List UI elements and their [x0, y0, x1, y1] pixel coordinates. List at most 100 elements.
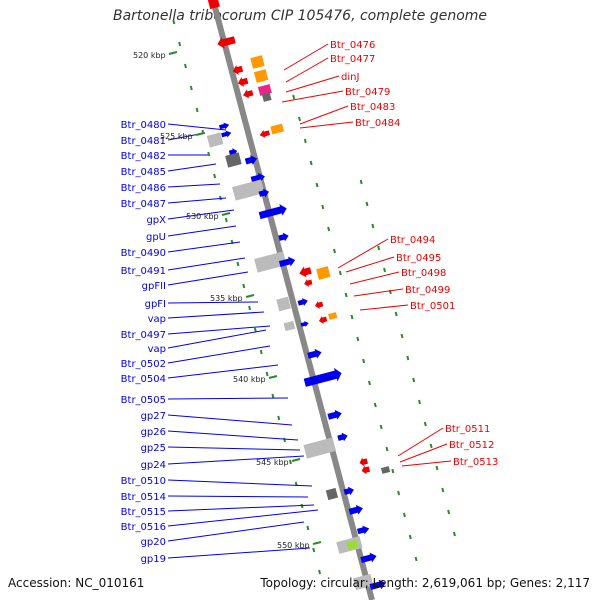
gene-feature [225, 152, 242, 168]
gene-feature [261, 92, 272, 102]
tick-mark [338, 270, 342, 276]
gene-label-left: Btr_0502 [121, 359, 166, 370]
leader-line-left [167, 197, 227, 204]
gene-label-left: vap [148, 314, 166, 325]
gene-arrow [337, 432, 348, 442]
tick-mark [377, 245, 381, 251]
leader-line-left [167, 345, 271, 364]
tick-mark [321, 204, 325, 210]
gene-label-right: Btr_0512 [449, 440, 494, 451]
gene-label-left: Btr_0481 [121, 136, 166, 147]
tick-mark [189, 85, 193, 91]
gene-feature [328, 312, 338, 320]
tick-mark [259, 349, 263, 355]
leader-line-right [399, 443, 448, 463]
gene-feature [303, 437, 337, 459]
gene-label-left: gpU [146, 232, 166, 243]
gene-feature [219, 122, 230, 130]
leader-line-left [167, 241, 241, 253]
gene-feature [304, 279, 313, 287]
gene-arrow [237, 77, 249, 87]
gene-arrow [243, 89, 254, 99]
tick-mark [306, 525, 310, 531]
gene-arrow [343, 486, 354, 496]
leader-line-right [359, 304, 409, 311]
gene-feature [297, 298, 308, 306]
gene-feature [283, 320, 296, 332]
gene-arrow [258, 204, 287, 220]
gene-feature [250, 172, 265, 183]
leader-line-left [167, 183, 221, 188]
leader-line-left [167, 504, 315, 512]
tick-mark [453, 531, 456, 537]
gene-arrow [361, 465, 371, 475]
tick-mark [327, 226, 331, 232]
gene-arrow [300, 321, 309, 327]
gene-feature [243, 89, 254, 99]
map-title: Bartonella tribocorum CIP 105476, comple… [112, 8, 488, 24]
tick-mark [359, 179, 363, 185]
leader-line-left [167, 430, 299, 441]
leader-line-right [349, 271, 400, 285]
gene-block [206, 132, 224, 148]
gene-label-left: Btr_0487 [121, 199, 166, 210]
gene-feature [207, 0, 220, 10]
scale-label: 535 kbp [210, 294, 243, 303]
scale-label: 545 kbp [256, 458, 289, 467]
gene-label-right: Btr_0511 [445, 424, 490, 435]
gene-label-left: Btr_0485 [121, 167, 166, 178]
tick-mark [367, 380, 371, 386]
gene-feature [250, 55, 265, 69]
scale-tick [291, 458, 301, 462]
tick-mark [423, 421, 427, 427]
gene-label-left: Btr_0515 [121, 507, 166, 518]
scale-label: 520 kbp [133, 51, 166, 60]
gene-arrow [348, 504, 363, 515]
gene-label-right: Btr_0477 [330, 54, 375, 65]
gene-block [250, 55, 265, 69]
leader-line-left [167, 446, 301, 451]
tick-mark [312, 547, 316, 553]
tick-mark [253, 327, 257, 333]
tick-mark [371, 223, 375, 229]
gene-feature [232, 179, 265, 201]
tick-mark [309, 160, 313, 166]
tick-mark [394, 311, 398, 317]
tick-mark [207, 151, 211, 157]
gene-arrow [303, 367, 342, 387]
gene-block [325, 487, 339, 501]
gene-label-left: vap [148, 344, 166, 355]
tick-mark [385, 446, 389, 452]
scale-tick [168, 51, 178, 55]
tick-mark [435, 465, 439, 471]
left-gene-labels: Btr_0480 Btr_0481 Btr_0482 Btr_0485 Btr_0486… [121, 120, 166, 565]
gene-label-left: Btr_0510 [121, 476, 166, 487]
gene-label-left: gpFII [142, 281, 166, 292]
tick-mark [400, 333, 404, 339]
tick-mark [298, 116, 301, 122]
tick-mark [277, 415, 281, 421]
gene-feature [270, 123, 285, 135]
gene-label-right: Btr_0499 [405, 285, 450, 296]
tick-mark [383, 267, 386, 273]
leader-line-left [167, 311, 265, 319]
tick-mark [447, 509, 451, 515]
tick-mark [379, 424, 383, 430]
gene-arrow [360, 552, 377, 563]
tick-mark [418, 399, 421, 405]
leader-line-right [401, 460, 452, 467]
gene-arrow [299, 266, 312, 278]
leader-line-left [167, 509, 319, 527]
gene-label-left: Btr_0490 [121, 248, 166, 259]
gene-label-left: Btr_0482 [121, 151, 166, 162]
gene-label-left: Btr_0497 [121, 330, 166, 341]
gene-feature [303, 367, 342, 387]
gene-label-right: Btr_0494 [390, 235, 435, 246]
leader-line-left [167, 455, 305, 465]
gene-feature [316, 266, 331, 280]
leader-line-left [167, 123, 227, 131]
tick-mark [271, 393, 275, 399]
tick-mark [350, 314, 354, 320]
leader-line-right [285, 75, 340, 93]
gene-feature [259, 130, 270, 138]
